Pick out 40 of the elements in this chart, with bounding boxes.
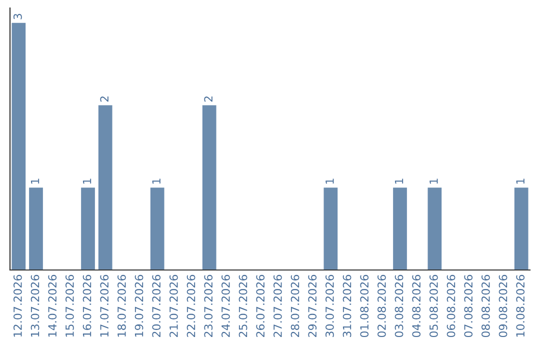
data-label: 1 xyxy=(82,178,92,184)
data-label: 1 xyxy=(30,178,40,184)
x-tick-label: 06.08.2026 xyxy=(446,274,456,338)
data-label: 1 xyxy=(394,178,404,184)
x-tick-label: 16.07.2026 xyxy=(82,274,92,337)
x-tick-label: 04.08.2026 xyxy=(412,274,421,338)
x-tick-label: 08.08.2026 xyxy=(481,274,490,338)
x-tick-label: 12.07.2026 xyxy=(13,274,22,337)
x-tick-label: 26.07.2026 xyxy=(256,274,265,337)
x-tick-label: 07.08.2026 xyxy=(464,274,473,338)
x-tick-label: 21.07.2026 xyxy=(169,274,178,337)
data-label: 2 xyxy=(204,96,212,102)
x-tick-label: 24.07.2026 xyxy=(221,274,230,337)
x-tick-label: 27.07.2026 xyxy=(273,274,282,337)
x-tick-label: 13.07.2026 xyxy=(30,274,40,337)
data-label: 1 xyxy=(516,178,524,184)
data-label: 1 xyxy=(430,178,438,184)
x-tick-label: 19.07.2026 xyxy=(134,274,144,337)
x-tick-label: 31.07.2026 xyxy=(342,274,352,337)
x-tick-label: 15.07.2026 xyxy=(65,274,74,337)
x-tick-label: 29.07.2026 xyxy=(308,274,317,337)
data-label: 2 xyxy=(100,96,108,102)
x-tick-label: 28.07.2026 xyxy=(290,274,300,337)
x-tick-label: 18.07.2026 xyxy=(117,274,126,337)
data-label: 3 xyxy=(13,14,22,20)
x-tick-label: 20.07.2026 xyxy=(152,274,161,337)
data-label: 1 xyxy=(152,178,160,184)
x-tick-label: 05.08.2026 xyxy=(429,274,438,338)
x-tick-label: 25.07.2026 xyxy=(238,274,248,337)
x-tick-label: 17.07.2026 xyxy=(100,274,109,337)
x-tick-label: 02.08.2026 xyxy=(377,274,386,338)
x-tick-label: 23.07.2026 xyxy=(204,274,213,337)
x-tick-label: 10.08.2026 xyxy=(516,274,525,337)
x-tick-label: 22.07.2026 xyxy=(186,274,196,337)
x-tick-label: 03.08.2026 xyxy=(394,274,404,338)
x-tick-label: 09.08.2026 xyxy=(498,274,508,338)
x-tick-label: 14.07.2026 xyxy=(48,274,57,337)
x-tick-label: 30.07.2026 xyxy=(325,274,334,337)
data-label: 1 xyxy=(326,178,334,184)
x-tick-label: 01.08.2026 xyxy=(360,274,369,338)
